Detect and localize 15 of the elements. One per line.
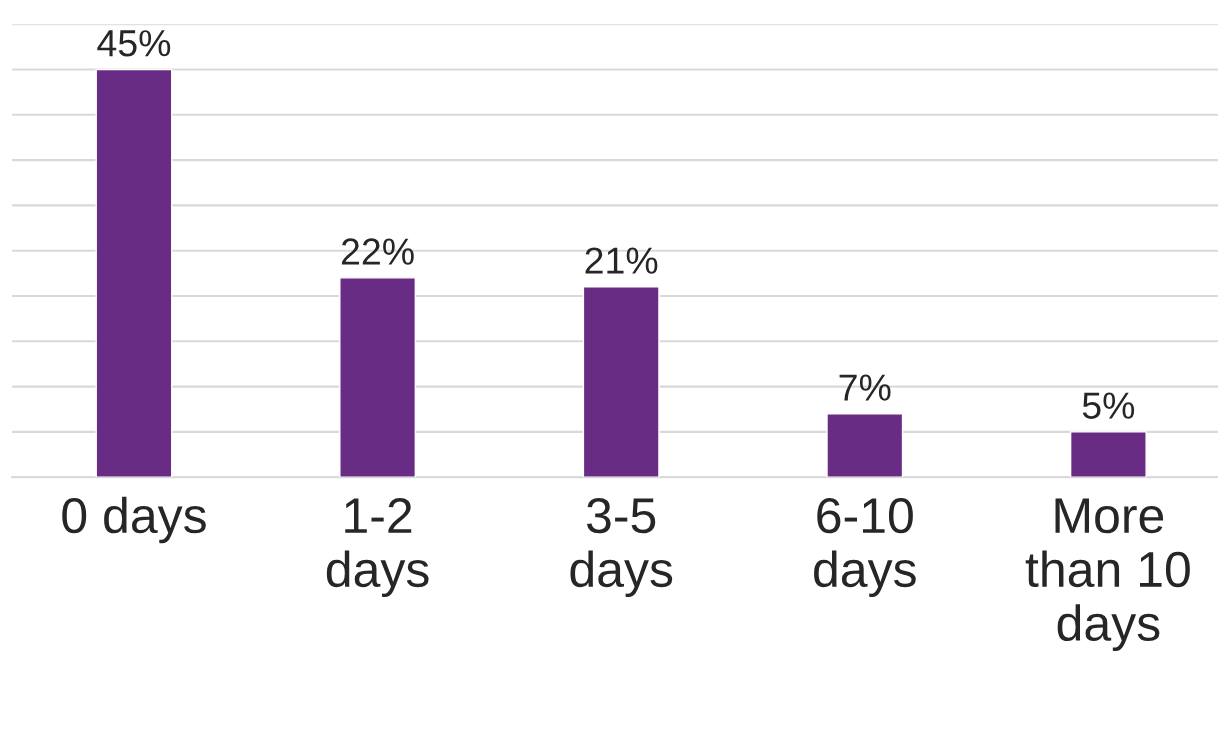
x-tick-label: More than 10 days: [1025, 498, 1190, 651]
data-label: 45%: [97, 30, 171, 57]
data-label: 7%: [839, 374, 891, 401]
x-tick-label: 1-2 days: [326, 497, 429, 598]
data-label: 21%: [585, 247, 658, 274]
bar: [339, 277, 417, 478]
bar: [826, 413, 904, 478]
x-tick-label: 0 days: [62, 496, 206, 544]
x-tick-label: 6-10 days: [814, 497, 916, 598]
bar: [582, 286, 660, 478]
data-label: 22%: [341, 238, 414, 265]
data-label: 5%: [1082, 392, 1135, 419]
x-tick-label: 3-5 days: [570, 497, 673, 598]
bar: [95, 68, 173, 478]
bar: [1069, 431, 1147, 478]
